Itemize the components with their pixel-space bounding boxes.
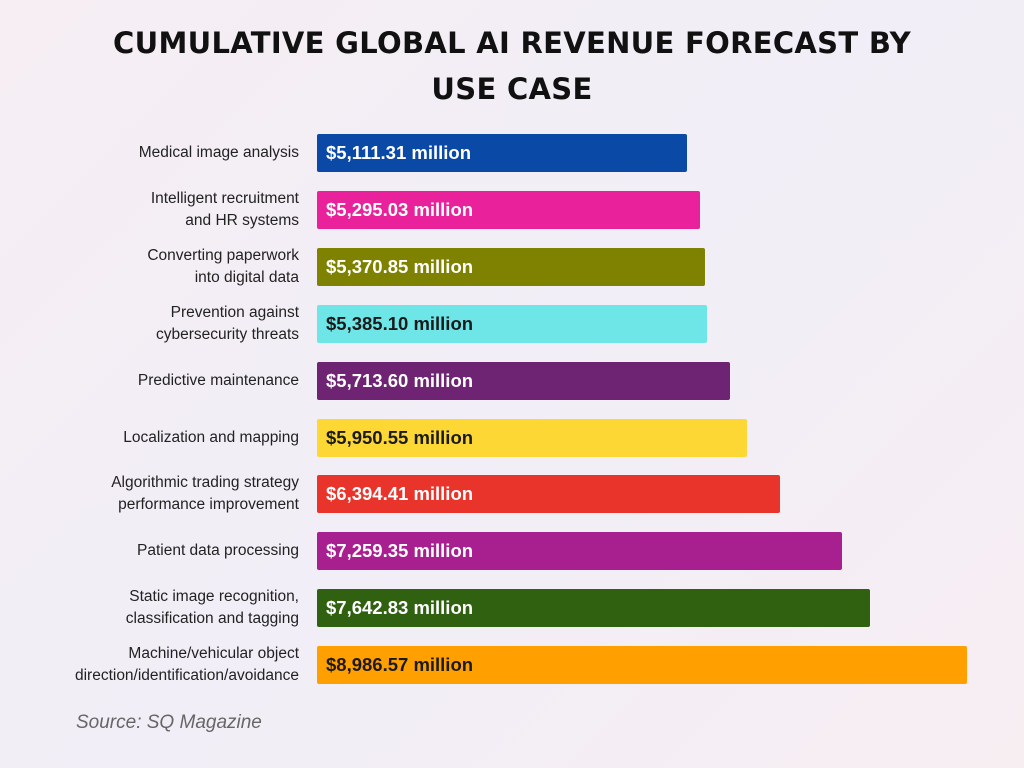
bar: $7,642.83 million: [317, 589, 870, 628]
category-label: Static image recognition, classification…: [125, 588, 299, 628]
category-label: Localization and mapping: [123, 428, 299, 446]
category-label: Medical image analysis: [138, 144, 299, 161]
bar: $7,259.35 million: [317, 532, 843, 571]
value-label: $7,642.83 million: [326, 597, 474, 619]
value-label: $5,111.31 million: [326, 142, 472, 163]
bar: $5,713.60 million: [317, 361, 731, 400]
bar: $6,394.41 million: [317, 475, 780, 514]
value-label: $5,385.10 million: [326, 312, 474, 334]
value-label: $5,713.60 million: [326, 369, 474, 391]
bar: $5,370.85 million: [317, 247, 706, 286]
bar: $5,385.10 million: [317, 304, 707, 343]
bar: $5,295.03 million: [317, 190, 700, 229]
chart-title: CUMULATIVE GLOBAL AI REVENUE FORECAST BY…: [113, 26, 911, 106]
value-label: $5,370.85 million: [326, 255, 474, 277]
value-label: $5,295.03 million: [326, 198, 474, 220]
value-label: $5,950.55 million: [326, 426, 474, 448]
bar: $8,986.57 million: [317, 646, 967, 685]
category-label: Machine/vehicular object direction/ident…: [74, 645, 299, 685]
bar: $5,950.55 million: [317, 418, 748, 457]
bar: $5,111.31 million: [317, 134, 687, 172]
value-label: $7,259.35 million: [326, 540, 474, 562]
category-label: Algorithmic trading strategy performance…: [111, 474, 299, 514]
category-label: Predictive maintenance: [137, 371, 299, 389]
value-label: $8,986.57 million: [326, 654, 474, 676]
source-note: Source: SQ Magazine: [76, 712, 262, 733]
category-label: Converting paperwork into digital data: [147, 246, 299, 286]
category-label: Patient data processing: [137, 542, 299, 560]
category-label: Prevention against cybersecurity threats: [156, 303, 299, 343]
category-label: Intelligent recruitment and HR systems: [150, 189, 299, 229]
value-label: $6,394.41 million: [326, 483, 474, 505]
